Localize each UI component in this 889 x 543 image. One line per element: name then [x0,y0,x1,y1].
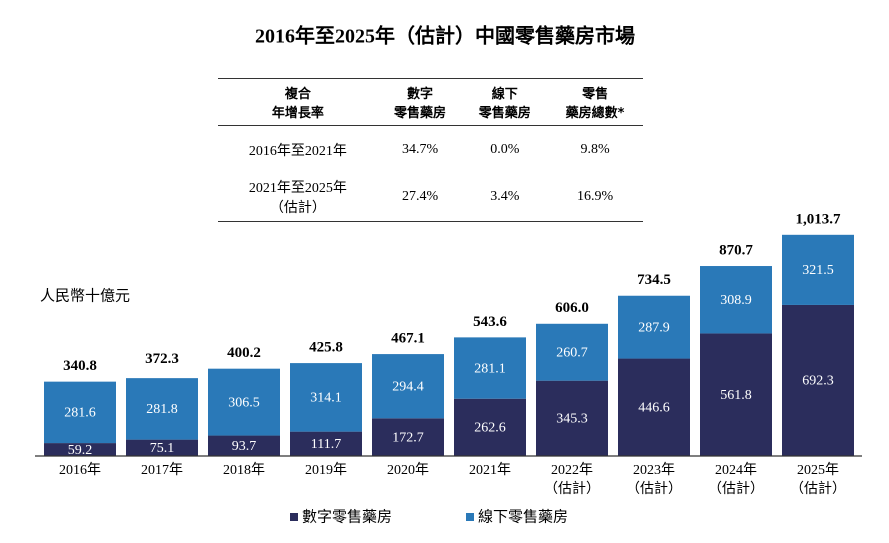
bar-segment [618,295,690,359]
table-header-cell: 複合 年增長率 [271,87,324,121]
bar-segment [44,443,116,456]
x-tick-label: 2023年 （估計） [626,462,682,497]
legend-label: 線下零售藥房 [478,508,568,525]
x-tick-label-line: 2018年 [223,462,265,478]
bar-segment [700,266,772,334]
value-label: 281.8 [146,402,178,417]
table-cell: 0.0% [490,141,520,157]
cagr-table: 複合 年增長率 數字 零售藥房 線下 零售藥房 零售 藥房總數* 2016年至2021… [218,78,643,222]
x-tick-label-line: （估計） [544,481,600,497]
x-tick-label-line: 2017年 [141,462,183,478]
value-label: 262.6 [474,421,506,436]
value-label: 446.6 [638,400,670,415]
total-label: 870.7 [719,242,753,258]
bar-segment [454,398,526,456]
total-label: 400.2 [227,345,261,361]
total-label: 606.0 [555,300,589,316]
value-label: 321.5 [802,263,834,278]
table-cell: 2021年至2025年 （估計） [248,181,347,217]
value-label: 306.5 [228,395,260,410]
table-cell: 34.7% [401,141,439,157]
value-label: 294.4 [392,379,424,394]
value-label: 59.2 [68,443,93,458]
table-row: 2021年至2025年 （估計） 27.4% 3.4% 16.9% [218,174,643,222]
total-label: 425.8 [309,340,343,356]
table-cell: 3.4% [490,189,520,205]
chart-title: 2016年至2025年（估計）中國零售藥房市場 [255,24,635,48]
x-tick-label: 2025年 （估計） [790,462,846,497]
value-label: 281.6 [64,406,96,421]
total-label: 372.3 [145,351,179,367]
x-tick-label-line: （估計） [708,481,764,497]
value-label: 93.7 [232,439,257,454]
value-label: 111.7 [311,437,341,452]
value-label: 314.1 [310,391,342,406]
table-header-cell: 線下 零售藥房 [478,87,531,121]
x-tick-label: 2016年 [59,462,101,478]
value-label: 281.1 [474,361,506,376]
table-header: 複合 年增長率 數字 零售藥房 線下 零售藥房 零售 藥房總數* [218,78,643,126]
bar-segment [372,418,444,456]
value-label: 308.9 [720,293,752,308]
x-tick-label: 2021年 [469,462,511,478]
bar-segment [208,368,280,436]
x-tick-label-line: 2016年 [59,462,101,478]
table-cell: 9.8% [580,141,610,157]
bar-segment [782,234,854,305]
bar-segment [290,363,362,432]
y-axis-label: 人民幣十億元 [40,287,130,304]
x-tick-label-line: 2024年 [715,462,757,478]
bar-segment [126,378,198,440]
x-tick-label-line: 2019年 [305,462,347,478]
bar-segment [454,337,526,399]
x-tick-label-line: 2020年 [387,462,429,478]
value-label: 260.7 [556,345,588,360]
value-label: 561.8 [720,388,752,403]
total-label: 1,013.7 [796,211,842,227]
table-cell: 2016年至2021年 [248,143,347,159]
bar-segment [372,354,444,419]
bar-segment [618,358,690,456]
legend-label: 數字零售藥房 [302,508,392,525]
table-cell: 16.9% [577,189,614,205]
value-label: 287.9 [638,320,670,335]
bar-segment [126,439,198,456]
total-label: 467.1 [391,331,425,347]
value-label: 345.3 [556,412,588,427]
x-tick-label-line: （估計） [626,481,682,497]
bar-segment [536,323,608,381]
bar-segment [208,435,280,456]
x-tick-label: 2024年 （估計） [708,462,764,497]
x-tick-label: 2020年 [387,462,429,478]
x-tick-label-line: 2025年 [797,462,839,478]
x-tick-label: 2017年 [141,462,183,478]
bar-segment [536,380,608,456]
value-label: 692.3 [802,374,834,389]
bar-segment [700,333,772,456]
total-label: 543.6 [473,314,507,330]
table-header-cell: 數字 零售藥房 [394,87,447,121]
table-row: 2016年至2021年 34.7% 0.0% 9.8% [218,126,643,174]
legend-swatch [290,513,298,521]
bar-segment [44,381,116,444]
total-label: 734.5 [637,272,671,288]
x-tick-label-line: （估計） [790,481,846,497]
x-tick-label-line: 2022年 [551,462,593,478]
table-cell: 27.4% [401,189,439,205]
table-header-cell: 零售 藥房總數* [565,87,625,121]
x-tick-label: 2019年 [305,462,347,478]
legend-swatch [466,513,474,521]
x-tick-label-line: 2021年 [469,462,511,478]
x-tick-label: 2018年 [223,462,265,478]
x-tick-label-line: 2023年 [633,462,675,478]
value-label: 172.7 [392,430,424,445]
total-label: 340.8 [63,358,97,374]
x-tick-label: 2022年 （估計） [544,462,600,497]
bar-segment [782,304,854,456]
bar-segment [290,431,362,456]
value-label: 75.1 [150,441,175,456]
